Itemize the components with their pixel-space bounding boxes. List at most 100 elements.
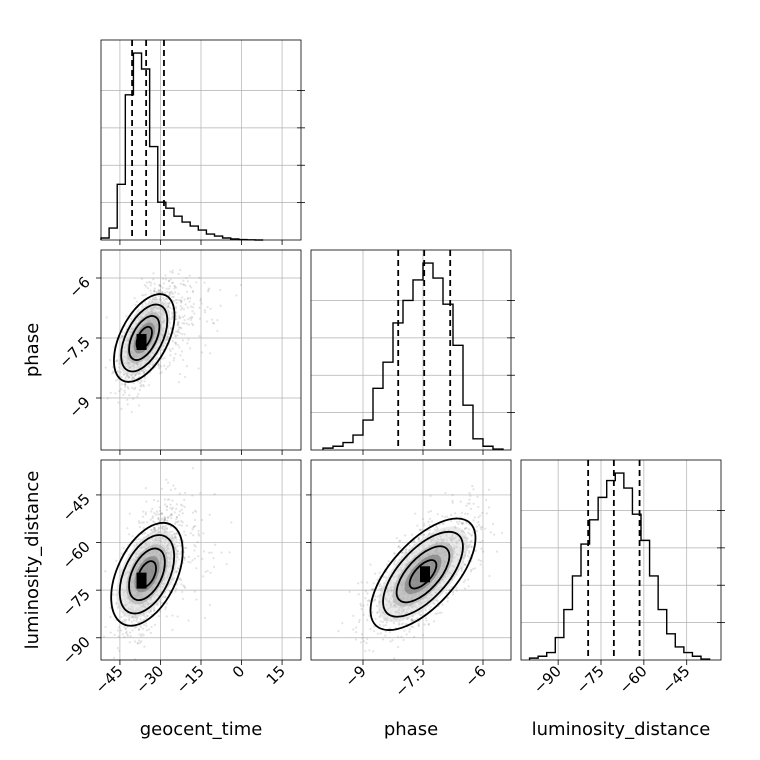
geocent_time_vs_luminosity_distance-point bbox=[104, 625, 107, 629]
geocent_time_vs_phase-point bbox=[151, 298, 154, 301]
geocent_time_vs_luminosity_distance-point bbox=[174, 521, 177, 524]
geocent_time_vs_luminosity_distance-point bbox=[175, 571, 178, 574]
phase_vs_luminosity_distance-contour-1 bbox=[395, 545, 451, 604]
phase_vs_luminosity_distance-point bbox=[469, 507, 473, 511]
phase_vs_luminosity_distance-point bbox=[454, 512, 457, 515]
geocent_time_vs_luminosity_distance-point bbox=[146, 615, 149, 618]
geocent_time_vs_luminosity_distance-ytick-label-1: −60 bbox=[59, 538, 94, 573]
geocent_time_vs_phase-point bbox=[151, 363, 154, 366]
geocent_time_vs_phase-point bbox=[155, 290, 158, 294]
geocent_time_vs_luminosity_distance-point bbox=[185, 524, 188, 527]
geocent_time_vs_luminosity_distance-point bbox=[139, 617, 142, 620]
geocent_time_vs_luminosity_distance-point bbox=[142, 521, 145, 524]
geocent_time_vs_phase-point bbox=[127, 387, 130, 390]
phase_vs_luminosity_distance-point bbox=[475, 530, 479, 533]
phase_vs_luminosity_distance-point bbox=[424, 617, 427, 620]
geocent_time_vs_luminosity_distance-point bbox=[139, 624, 142, 627]
geocent_time_vs_luminosity_distance-point bbox=[141, 515, 144, 518]
geocent_time_vs_luminosity_distance-point bbox=[136, 641, 139, 645]
geocent_time_vs_luminosity_distance-point bbox=[183, 558, 186, 561]
phase_vs_luminosity_distance-point bbox=[372, 599, 375, 603]
phase_vs_luminosity_distance-point bbox=[397, 623, 400, 626]
phase_vs_luminosity_distance-point bbox=[451, 501, 454, 504]
phase_vs_luminosity_distance-point bbox=[474, 549, 477, 552]
phase-frame bbox=[310, 249, 512, 451]
phase_vs_luminosity_distance-point bbox=[373, 598, 376, 601]
phase_vs_luminosity_distance-point bbox=[461, 522, 464, 525]
geocent_time_vs_phase-point bbox=[164, 274, 167, 277]
geocent_time_vs_phase-point bbox=[211, 318, 214, 321]
geocent_time_vs_phase-point bbox=[124, 385, 127, 389]
geocent_time_vs_luminosity_distance-point bbox=[181, 597, 185, 601]
geocent_time_vs_luminosity_distance-point bbox=[159, 526, 162, 529]
phase_vs_luminosity_distance-point bbox=[360, 607, 363, 611]
geocent_time_vs_phase-point bbox=[183, 314, 186, 317]
phase_vs_luminosity_distance-point bbox=[374, 617, 377, 621]
geocent_time_vs_phase-point bbox=[178, 372, 182, 376]
geocent_time_vs_phase-point bbox=[193, 312, 196, 315]
geocent_time_vs_luminosity_distance-point bbox=[140, 619, 143, 623]
geocent_time_vs_luminosity_distance-point bbox=[119, 629, 123, 632]
geocent_time_vs_luminosity_distance-point bbox=[132, 619, 135, 622]
geocent_time_vs_luminosity_distance-point bbox=[197, 555, 200, 558]
geocent_time_vs_phase-point bbox=[179, 354, 182, 357]
geocent_time_vs_phase-point bbox=[167, 279, 171, 282]
geocent_time_vs_luminosity_distance-point bbox=[191, 511, 194, 514]
geocent_time_vs_luminosity_distance-point bbox=[163, 518, 166, 521]
geocent_time_vs_luminosity_distance-point bbox=[220, 551, 223, 554]
geocent_time_vs_luminosity_distance-point bbox=[197, 532, 200, 535]
geocent_time_vs_luminosity_distance-point bbox=[169, 503, 172, 506]
phase_vs_luminosity_distance-point bbox=[408, 630, 411, 633]
phase_vs_luminosity_distance-point bbox=[397, 545, 400, 548]
geocent_time_vs_luminosity_distance-point bbox=[170, 517, 173, 520]
phase_vs_luminosity_distance-point bbox=[360, 641, 363, 644]
geocent_time_vs_luminosity_distance-point bbox=[160, 487, 164, 490]
phase_vs_luminosity_distance-point bbox=[444, 491, 447, 495]
geocent_time_vs_phase-point bbox=[181, 339, 185, 342]
geocent_time_vs_phase-point bbox=[154, 298, 157, 301]
geocent_time_vs_luminosity_distance-point bbox=[140, 634, 143, 638]
geocent_time_vs_phase-point bbox=[198, 317, 201, 320]
phase_vs_luminosity_distance-point bbox=[388, 631, 392, 634]
geocent_time_vs_luminosity_distance-point bbox=[137, 628, 141, 631]
geocent_time_vs_luminosity_distance-point bbox=[161, 527, 164, 530]
geocent_time_vs_luminosity_distance-point bbox=[167, 481, 170, 484]
geocent_time_vs_phase-point bbox=[121, 330, 124, 334]
geocent_time_vs_luminosity_distance-point bbox=[161, 527, 164, 530]
geocent_time_vs_luminosity_distance-point bbox=[171, 614, 174, 617]
geocent_time_vs_luminosity_distance-point bbox=[174, 487, 177, 490]
geocent_time_vs_phase-point bbox=[120, 407, 123, 410]
phase_vs_luminosity_distance-point bbox=[428, 528, 431, 532]
phase_vs_luminosity_distance-point bbox=[366, 619, 369, 622]
geocent_time_vs_luminosity_distance-point bbox=[213, 493, 216, 496]
geocent_time_vs_phase-point bbox=[209, 352, 212, 355]
geocent_time_vs_luminosity_distance-point bbox=[169, 506, 172, 510]
phase_vs_luminosity_distance-point bbox=[466, 554, 470, 557]
phase_vs_luminosity_distance-point bbox=[418, 528, 422, 531]
phase_vs_luminosity_distance-point bbox=[446, 515, 449, 518]
geocent_time_vs_phase-point bbox=[143, 376, 147, 379]
geocent_time_vs_luminosity_distance-point bbox=[178, 513, 181, 517]
geocent_time_vs_phase-point bbox=[174, 307, 177, 310]
geocent_time_vs_phase-point bbox=[216, 318, 219, 322]
phase_vs_luminosity_distance-point bbox=[368, 649, 371, 652]
geocent_time_vs_luminosity_distance-point bbox=[173, 532, 176, 535]
phase_vs_luminosity_distance-point bbox=[378, 571, 381, 574]
geocent_time_vs_phase-point bbox=[191, 289, 195, 293]
geocent_time_vs_phase-point bbox=[133, 297, 136, 300]
phase_vs_luminosity_distance-point bbox=[441, 603, 444, 606]
geocent_time_vs_phase-point bbox=[168, 292, 171, 295]
phase_vs_luminosity_distance-point bbox=[379, 583, 382, 586]
geocent_time_vs_phase-point bbox=[162, 298, 166, 302]
phase_vs_luminosity_distance-point bbox=[481, 525, 484, 529]
geocent_time_vs_phase-point bbox=[122, 393, 125, 396]
phase_vs_luminosity_distance-point bbox=[387, 560, 390, 563]
geocent_time_vs_phase-point bbox=[186, 297, 189, 301]
geocent_time_vs_luminosity_distance-point bbox=[210, 551, 213, 554]
geocent_time_vs_luminosity_distance-point bbox=[176, 615, 179, 618]
geocent_time_vs_phase-point bbox=[124, 382, 127, 385]
phase_vs_luminosity_distance-point bbox=[470, 545, 473, 549]
geocent_time_vs_phase-point bbox=[153, 290, 156, 293]
geocent_time_vs_luminosity_distance-point bbox=[160, 602, 163, 605]
geocent_time_vs_phase-point bbox=[208, 287, 211, 290]
